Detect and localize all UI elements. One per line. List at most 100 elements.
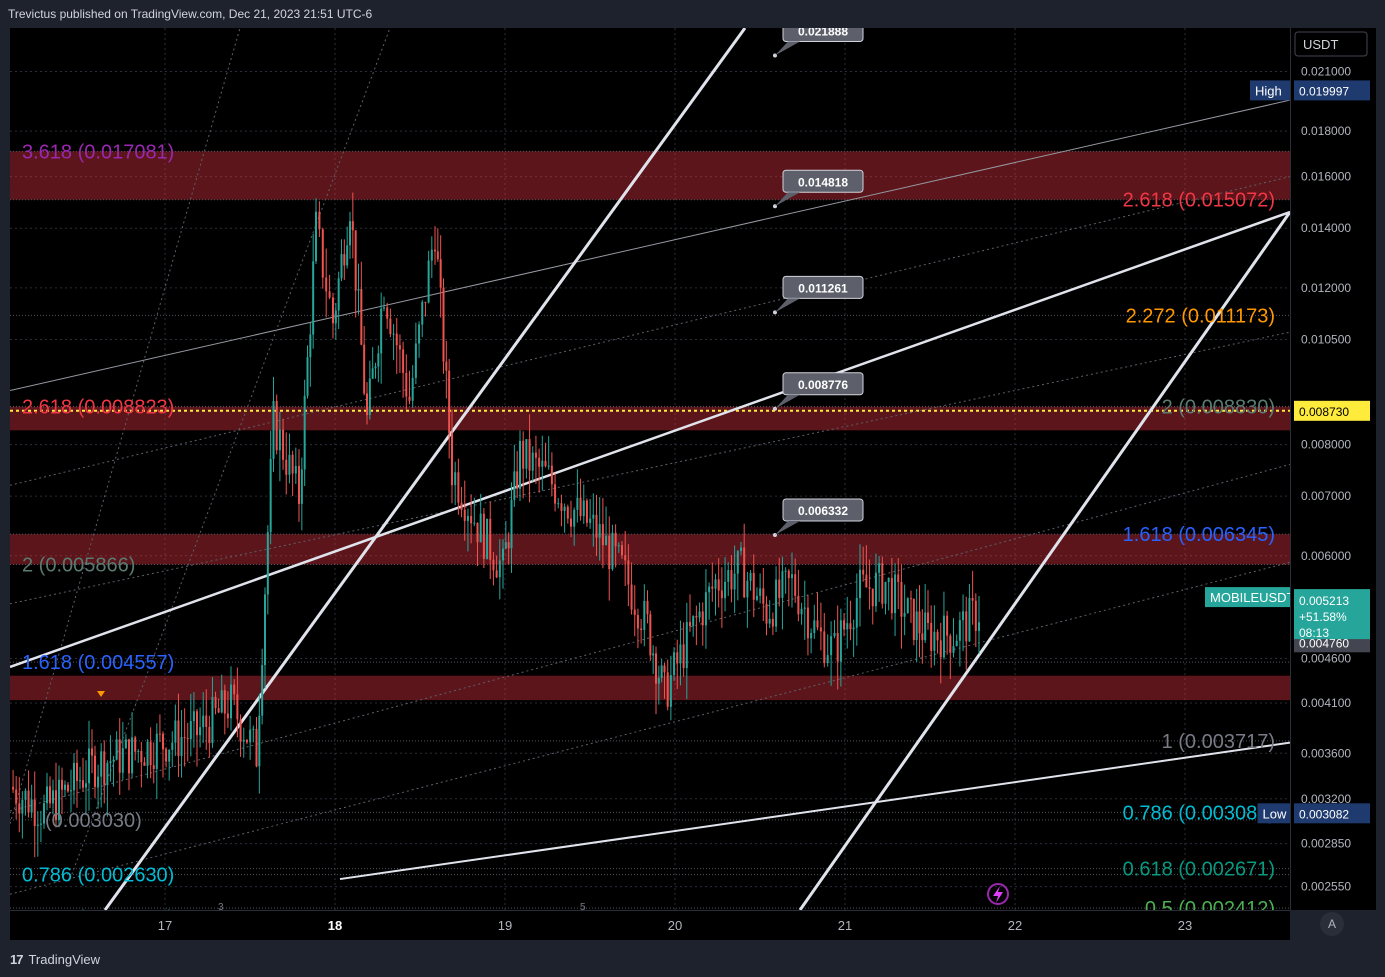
candle-body [846, 623, 849, 630]
price-tick: 0.007000 [1301, 489, 1351, 503]
auto-scale-button[interactable]: A [1320, 912, 1344, 936]
candle-body [288, 454, 291, 475]
candle-body [624, 555, 627, 561]
price-tick: 0.006000 [1301, 549, 1351, 563]
high-label: High [1250, 80, 1290, 101]
candle-body [340, 254, 343, 279]
fib-label-right: 2.618 (0.015072) [1123, 190, 1275, 212]
candle-body [504, 542, 507, 549]
candle-body [395, 333, 398, 346]
candle-body [146, 741, 149, 766]
callout-pointer [775, 192, 800, 207]
price-callout[interactable]: 0.008776 [773, 372, 864, 411]
candle-body [743, 547, 746, 598]
chart-pane[interactable]: 3.618 (0.017081) 2.618 (0.008823) 2 (0.005… [10, 28, 1290, 910]
candle-body [871, 588, 874, 607]
candle-body [226, 713, 229, 719]
candle-body [746, 580, 749, 598]
time-label: 22 [1008, 918, 1022, 933]
candle-body [79, 780, 81, 782]
high-label-text: High [1255, 83, 1282, 98]
candle-body [211, 696, 214, 744]
last-price-tag: 0.005213 +51.58% 08:13 [1294, 589, 1370, 640]
candle-body [806, 607, 809, 639]
callout-pointer [775, 41, 800, 56]
candle-body [383, 307, 385, 309]
candle-body [547, 465, 550, 467]
price-tick: 0.004100 [1301, 696, 1351, 710]
currency-button[interactable]: USDT [1294, 31, 1368, 57]
candle-body [121, 747, 124, 773]
price-callout[interactable]: 0.021888 [773, 28, 864, 58]
replay-icon[interactable] [987, 883, 1009, 905]
price-callout[interactable]: 0.011261 [773, 275, 864, 315]
fib-zone-middle [10, 534, 1290, 565]
trend-line-steep-left [103, 28, 747, 910]
candle-body [865, 574, 868, 588]
chart-canvas[interactable]: 3.618 (0.017081) 2.618 (0.008823) 2 (0.005… [10, 28, 1290, 910]
time-axis[interactable]: 17 18 19 20 21 22 23 [10, 910, 1290, 941]
symbol-label: MOBILEUSDT [1205, 587, 1290, 608]
price-callout[interactable]: 0.006332 [773, 498, 864, 537]
candle-body [704, 592, 707, 626]
channel-line-low2 [10, 561, 1290, 895]
candle-body [152, 765, 155, 770]
candle-body [749, 573, 752, 581]
candle-body [897, 574, 900, 583]
candle-body [143, 762, 146, 766]
candle-body [968, 598, 971, 642]
candle-body [217, 708, 220, 713]
candle-body [100, 751, 103, 777]
candle-body [158, 733, 161, 735]
candle-body [630, 584, 633, 610]
candle-body [408, 396, 411, 401]
candle-body [118, 739, 121, 773]
candle-body [852, 627, 855, 630]
candle-body [12, 786, 15, 790]
candle-body [781, 571, 784, 598]
candle-body [199, 727, 202, 736]
candle-body [971, 598, 974, 601]
candle-body [91, 748, 93, 756]
candle-body [149, 741, 152, 766]
candle-body [974, 600, 977, 631]
candle-body [570, 518, 572, 527]
candle-body [377, 353, 380, 367]
candle-body [112, 759, 115, 762]
fib-label-right: 2.272 (0.011173) [1126, 305, 1275, 327]
candle-body [73, 762, 75, 791]
price-tick: 0.012000 [1301, 281, 1351, 295]
candle-body [669, 675, 672, 707]
candle-body [39, 823, 42, 825]
candle-body [434, 249, 436, 252]
candle-body [952, 646, 955, 653]
candle-body [507, 542, 510, 549]
candle-body [162, 733, 164, 750]
candle-body [354, 230, 357, 291]
candle-body [252, 728, 255, 730]
price-tick: 0.018000 [1301, 124, 1351, 138]
last-price-line: +51.58% [1299, 610, 1347, 624]
session-mark: 5 [580, 902, 586, 910]
candle-body [168, 749, 171, 762]
callout-box [782, 372, 864, 396]
channel-line-steep2 [69, 28, 391, 880]
candle-body [797, 595, 800, 615]
candle-body [52, 790, 54, 804]
candle-body [918, 611, 921, 634]
candle-body [939, 640, 942, 658]
candle-body [398, 345, 401, 350]
candle-body [573, 509, 576, 527]
candle-body [800, 608, 803, 615]
candle-body [76, 762, 78, 781]
candle-body [282, 429, 285, 460]
price-scale[interactable]: USDT 0.021000 0.018000 0.016000 0.014000 0.01… [1290, 28, 1376, 910]
candle-body [137, 751, 140, 753]
candle-body [936, 631, 939, 641]
price-callout[interactable]: 0.014818 [773, 169, 864, 209]
callout-box [782, 498, 864, 522]
channel-line-upper [10, 99, 1290, 392]
candle-body [955, 640, 958, 647]
fib-label-left: 3.618 (0.017081) [22, 141, 174, 163]
tradingview-brand[interactable]: 17 TradingView [10, 952, 100, 967]
